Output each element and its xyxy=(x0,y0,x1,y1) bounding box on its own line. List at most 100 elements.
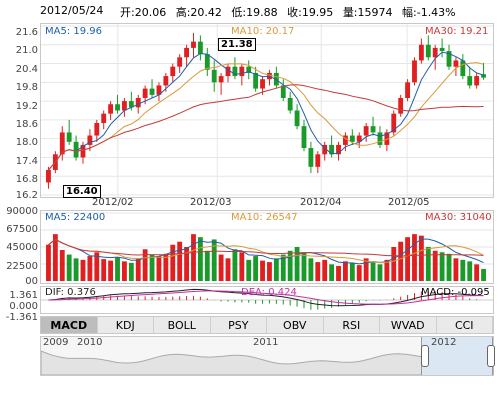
candle-body xyxy=(322,144,328,155)
tab-obv[interactable]: OBV xyxy=(267,317,324,333)
volume-bar xyxy=(66,254,72,281)
ma10-line xyxy=(48,62,484,171)
volume-bar xyxy=(239,252,245,281)
candle-body xyxy=(73,141,79,158)
volume-bar xyxy=(73,258,79,281)
volume-chart xyxy=(41,212,493,281)
volume-bar xyxy=(156,256,162,281)
candle-body xyxy=(343,135,348,145)
candle-body xyxy=(211,69,217,83)
volume-bar xyxy=(94,252,100,281)
volume-y-tick: 45000 xyxy=(6,242,38,253)
candle-body xyxy=(453,60,459,67)
tab-kdj[interactable]: KDJ xyxy=(98,317,154,333)
dif-line xyxy=(48,288,484,307)
candle-body xyxy=(398,97,404,114)
tab-boll[interactable]: BOLL xyxy=(154,317,211,333)
volume-bar xyxy=(135,258,141,281)
candle-body xyxy=(246,66,252,73)
volume-bar xyxy=(204,250,210,281)
candle-body xyxy=(128,101,134,108)
tab-cci[interactable]: CCI xyxy=(437,317,493,333)
price-y-tick: 19.2 xyxy=(15,101,38,112)
x-tick-label: 2012/05 xyxy=(388,197,430,208)
volume-bar xyxy=(432,250,438,281)
candle-body xyxy=(377,132,383,145)
tab-rsi[interactable]: RSI xyxy=(324,317,380,333)
volume-bar xyxy=(218,254,224,281)
candle-body xyxy=(460,60,466,77)
candle-body xyxy=(329,144,335,155)
candle-body xyxy=(80,144,86,158)
volume-bar xyxy=(481,268,486,281)
x-tick-label: 2012/03 xyxy=(190,197,232,208)
candle-body xyxy=(122,101,127,111)
volume-bar xyxy=(384,259,390,281)
tab-macd[interactable]: MACD xyxy=(41,317,98,333)
price-y-tick: 21.0 xyxy=(15,45,38,56)
volume-y-tick: 22500 xyxy=(6,261,38,272)
candle-body xyxy=(481,74,486,78)
volume-bar xyxy=(177,241,183,281)
candle-body xyxy=(163,76,169,86)
candle-body xyxy=(66,132,72,142)
candle-body xyxy=(287,97,293,111)
price-y-tick: 18.6 xyxy=(15,119,38,130)
navigator-year-label: 2011 xyxy=(253,337,279,348)
macd-legend-macd: MACD: -0.095 xyxy=(421,287,490,298)
quote-close: 收:19.95 xyxy=(287,6,334,19)
candle-body xyxy=(418,44,424,61)
volume-bar xyxy=(370,261,376,281)
candle-body xyxy=(260,79,265,89)
volume-chart-panel[interactable]: MA5: 22400 MA10: 26547 MA30: 31040 xyxy=(40,210,494,284)
x-tick-label: 2012/04 xyxy=(300,197,342,208)
price-legend-ma5: MA5: 19.96 xyxy=(45,26,103,37)
volume-bar xyxy=(405,237,410,281)
candle-body xyxy=(467,76,473,86)
candle-body xyxy=(273,72,279,86)
volume-bar xyxy=(301,252,307,281)
volume-bar xyxy=(280,254,286,281)
macd-chart-panel[interactable]: DIF: 0.376 DEA: 0.424 MACD: -0.095 xyxy=(40,286,494,314)
ma30-line xyxy=(48,84,484,171)
quote-volume: 量:15974 xyxy=(342,6,393,19)
candle-body xyxy=(474,76,480,86)
low-annotation: 16.40 xyxy=(63,185,101,198)
macd-legend-dif: DIF: 0.376 xyxy=(45,287,96,298)
candle-body xyxy=(46,169,51,183)
volume-bar xyxy=(128,262,134,281)
tab-psy[interactable]: PSY xyxy=(211,317,267,333)
candle-body xyxy=(294,110,300,127)
candle-body xyxy=(218,76,224,83)
candle-body xyxy=(149,88,155,95)
high-annotation: 21.38 xyxy=(218,38,256,51)
volume-bar xyxy=(191,234,196,281)
navigator-right-handle[interactable] xyxy=(487,345,495,367)
candle-body xyxy=(239,66,245,77)
navigator-left-handle[interactable] xyxy=(421,345,429,367)
volume-bar xyxy=(232,249,238,281)
candle-body xyxy=(191,41,196,48)
volume-bar xyxy=(163,253,169,281)
indicator-tabs: MACD KDJ BOLL PSY OBV RSI WVAD CCI xyxy=(40,316,494,334)
volume-legend-ma5: MA5: 22400 xyxy=(45,212,106,223)
volume-bar xyxy=(391,247,397,281)
tab-wvad[interactable]: WVAD xyxy=(380,317,437,333)
volume-bar xyxy=(315,262,321,281)
volume-bar xyxy=(287,250,293,281)
quote-low: 低:19.88 xyxy=(231,6,278,19)
volume-bar xyxy=(211,239,217,281)
candle-body xyxy=(108,104,114,114)
price-y-tick: 17.4 xyxy=(15,156,38,167)
volume-bar xyxy=(108,260,114,281)
macd-y-tick: 1.361 xyxy=(9,290,38,301)
candle-body xyxy=(204,54,210,70)
candle-body xyxy=(405,82,410,98)
volume-ma5-line xyxy=(48,238,484,265)
price-chart-panel[interactable]: MA5: 19.96 MA10: 20.17 MA30: 19.21 21.38… xyxy=(40,23,494,198)
candle-body xyxy=(349,135,355,142)
time-navigator[interactable]: 2009 2010 2011 2012 xyxy=(40,336,495,376)
volume-bar xyxy=(412,234,417,281)
candle-body xyxy=(253,72,259,89)
candle-body xyxy=(336,144,341,155)
